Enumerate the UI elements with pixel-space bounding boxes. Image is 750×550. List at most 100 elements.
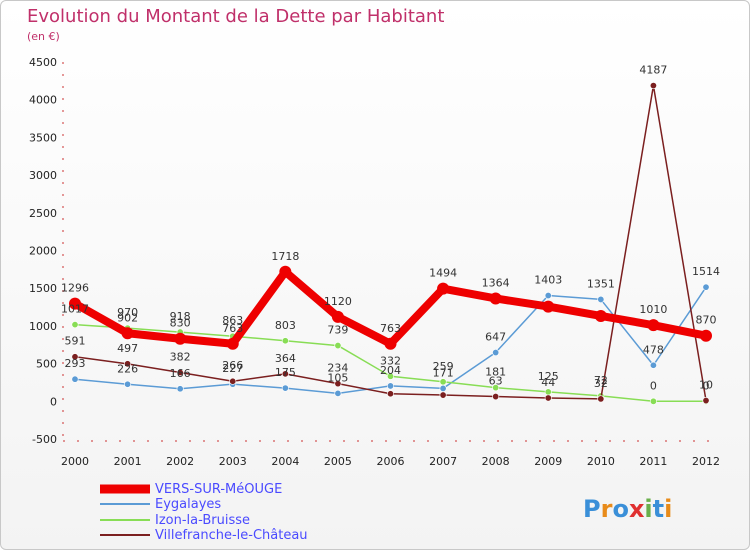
data-label: 72	[594, 374, 608, 387]
data-point	[226, 337, 239, 350]
logo-text: Proxiti	[583, 495, 672, 523]
x-tick-label: 2012	[692, 455, 720, 468]
data-point	[331, 310, 344, 323]
data-label: 234	[327, 362, 348, 375]
data-point	[124, 380, 132, 388]
data-label: 830	[170, 317, 191, 330]
data-point	[647, 319, 660, 332]
data-point	[174, 332, 187, 345]
series-layer	[69, 82, 712, 405]
y-tick-label: 1000	[29, 320, 57, 333]
data-label: 171	[433, 366, 454, 379]
data-point	[702, 283, 710, 291]
data-label: 918	[170, 310, 191, 323]
legend-label: Villefranche-le-Château	[155, 528, 308, 543]
legend: VERS-SUR-MéOUGEEygalayesIzon-la-BruisseV…	[100, 482, 308, 543]
data-point	[492, 384, 500, 392]
data-label: 1351	[587, 277, 615, 290]
y-tick-label: 500	[36, 358, 57, 371]
x-tick-label: 2002	[166, 455, 194, 468]
data-point	[386, 382, 394, 390]
data-point	[281, 370, 289, 378]
x-tick-label: 2009	[534, 455, 562, 468]
x-tick-label: 2011	[639, 455, 667, 468]
y-tick-label: -500	[32, 433, 57, 446]
data-point	[439, 378, 447, 386]
data-label: 204	[380, 364, 401, 377]
data-point	[69, 297, 81, 310]
data-label: 870	[696, 314, 717, 327]
y-tick-label: 2500	[29, 207, 57, 220]
data-label: 1017	[61, 303, 89, 316]
legend-label: Eygalayes	[155, 497, 221, 512]
x-tick-label: 2008	[482, 455, 510, 468]
data-label: 226	[117, 362, 138, 375]
data-label: 332	[380, 354, 401, 367]
data-label: 293	[65, 357, 86, 370]
x-tick-label: 2001	[114, 455, 142, 468]
data-point	[700, 329, 712, 342]
data-point	[649, 82, 657, 90]
chart-subtitle: (en €)	[27, 30, 60, 43]
data-point	[176, 368, 184, 376]
data-label: 497	[117, 342, 138, 355]
data-point	[597, 295, 605, 303]
data-label: 4187	[639, 64, 667, 77]
data-label: 647	[485, 331, 506, 344]
data-point	[229, 377, 237, 385]
data-point	[544, 388, 552, 396]
data-point	[334, 380, 342, 388]
data-label: 763	[222, 322, 243, 335]
y-tick-label: 3500	[29, 131, 57, 144]
data-point	[279, 265, 292, 278]
data-label: 175	[275, 366, 296, 379]
data-label: 227	[222, 362, 243, 375]
logo-letter: x	[629, 495, 645, 523]
y-tick-label: 2000	[29, 245, 57, 258]
logo-letter: i	[664, 495, 672, 523]
data-point	[492, 349, 500, 357]
chart-title: Evolution du Montant de la Dette par Hab…	[27, 6, 444, 27]
logo-letter: t	[653, 495, 664, 523]
logo-letter: i	[644, 495, 652, 523]
logo-letter: r	[601, 495, 613, 523]
x-tick-label: 2000	[61, 455, 89, 468]
x-tick-label: 2003	[219, 455, 247, 468]
data-label: 181	[485, 366, 506, 379]
x-tick-label: 2005	[324, 455, 352, 468]
data-point	[437, 282, 450, 295]
data-point	[386, 372, 394, 380]
y-tick-label: 1500	[29, 282, 57, 295]
legend-label: VERS-SUR-MéOUGE	[155, 482, 282, 497]
data-label: 1403	[534, 274, 562, 287]
data-point	[544, 292, 552, 300]
data-label: 266	[222, 359, 243, 372]
data-label: 105	[327, 371, 348, 384]
y-tick-label: 4000	[29, 94, 57, 107]
legend-label: Izon-la-Bruisse	[155, 513, 250, 528]
x-tick-label: 2010	[587, 455, 615, 468]
x-tick-label: 2004	[271, 455, 299, 468]
data-point	[386, 390, 394, 398]
data-point	[492, 393, 500, 401]
data-point	[334, 342, 342, 350]
data-point	[439, 391, 447, 399]
data-label: 478	[643, 343, 664, 356]
data-point	[334, 389, 342, 397]
data-label: 0	[650, 379, 657, 392]
data-label: 803	[275, 319, 296, 332]
x-tick-label: 2006	[377, 455, 405, 468]
data-labels: 1296 902 830 763 1718 1120 763 1494 1364 1010 870 2…	[61, 64, 720, 393]
data-point	[384, 337, 397, 350]
data-label: 44	[541, 376, 555, 389]
proxiti-logo: Proxiti	[583, 495, 672, 523]
logo-letter: P	[583, 495, 601, 523]
y-tick-label: 4500	[29, 56, 57, 69]
data-point	[544, 394, 552, 402]
data-label: 259	[433, 360, 454, 373]
data-label: 1120	[324, 295, 352, 308]
data-label: 0	[703, 379, 710, 392]
data-point	[489, 292, 502, 305]
